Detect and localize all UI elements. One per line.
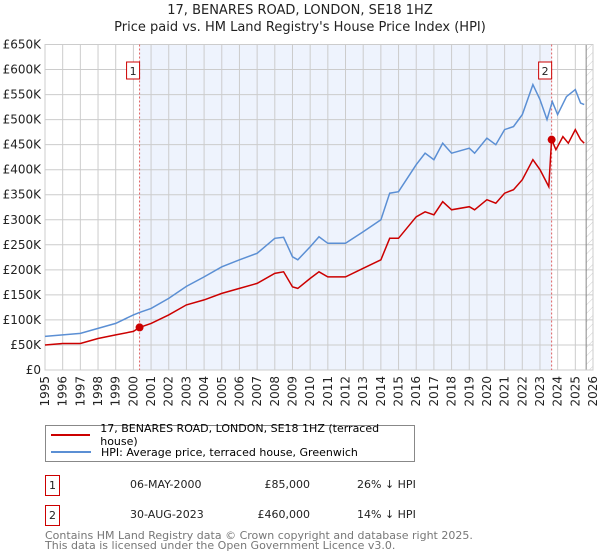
x-tick-label: 2011 <box>321 376 335 407</box>
y-tick-label: £550K <box>3 88 43 102</box>
y-tick-label: £250K <box>3 238 43 252</box>
y-tick-label: £400K <box>3 163 43 177</box>
property-price-line <box>44 127 585 346</box>
legend-label-property: 17, BENARES ROAD, LONDON, SE18 1HZ (terr… <box>100 422 380 448</box>
x-tick-label: 2019 <box>462 376 476 407</box>
x-tick-label: 2021 <box>498 376 512 407</box>
y-tick-label: £100K <box>3 313 43 327</box>
y-tick-label: £0 <box>26 363 41 377</box>
sale-annotation-box <box>126 61 141 80</box>
chart-subtitle: Price paid vs. HM Land Registry's House … <box>114 20 486 35</box>
x-tick-label: 2007 <box>250 376 264 407</box>
x-tick-label: 2000 <box>126 376 140 407</box>
footer-line-1: Contains HM Land Registry data © Crown c… <box>45 529 473 542</box>
x-tick-label: 1999 <box>109 376 123 407</box>
y-tick-label: £150K <box>3 288 43 302</box>
x-tick-label: 2020 <box>480 376 494 407</box>
x-tick-label: 2017 <box>427 376 441 407</box>
legend-swatch-blue <box>51 451 91 453</box>
x-tick-label: 2015 <box>392 376 406 407</box>
legend: 17, BENARES ROAD, LONDON, SE18 1HZ (terr… <box>45 422 415 462</box>
hpi-line <box>44 82 585 338</box>
legend-item-property: 17, BENARES ROAD, LONDON, SE18 1HZ (terr… <box>51 422 414 448</box>
y-tick-label: £450K <box>3 138 43 152</box>
x-tick-label: 2024 <box>551 376 565 407</box>
x-tick-label: 2012 <box>339 376 353 407</box>
x-tick-label: 2005 <box>215 376 229 407</box>
price-chart: £0 £50K £100K £150K £200K £250K £300K £350K £400… <box>3 38 600 407</box>
x-tick-label: 2002 <box>162 376 176 407</box>
sale-marker-badge: 1 <box>45 475 60 496</box>
x-tick-label: 2016 <box>409 376 423 407</box>
y-tick-label: £500K <box>3 113 43 127</box>
x-tick-label: 2025 <box>568 376 582 407</box>
x-tick-label: 2001 <box>144 376 158 407</box>
x-tick-label: 1997 <box>73 376 87 407</box>
legend-item-hpi: HPI: Average price, terraced house, Gree… <box>51 444 358 460</box>
x-tick-label: 1996 <box>56 376 70 407</box>
x-tick-label: 2008 <box>268 376 282 407</box>
sale-annotation-label: 2 <box>542 65 549 78</box>
no-data-hatch <box>586 44 593 370</box>
x-tick-label: 1998 <box>91 376 105 407</box>
sale-hpi-diff: 14% ↓ HPI <box>357 508 416 521</box>
x-tick-label: 1995 <box>38 376 52 407</box>
y-tick-label: £200K <box>3 263 43 277</box>
x-tick-label: 2013 <box>356 376 370 407</box>
footer: Contains HM Land Registry data © Crown c… <box>45 529 473 552</box>
sale-annotation-label: 1 <box>130 65 137 78</box>
x-tick-label: 2006 <box>232 376 246 407</box>
y-tick-label: £650K <box>3 38 43 52</box>
sale-row-1: 1 06-MAY-2000 £85,000 26% ↓ HPI <box>45 475 445 496</box>
sale-point <box>135 323 144 332</box>
sale-date: 30-AUG-2023 <box>130 508 204 521</box>
footer-line-2: This data is licensed under the Open Gov… <box>45 539 396 552</box>
sale-price: £460,000 <box>257 508 311 521</box>
sale-point <box>547 135 556 144</box>
chart-title: 17, BENARES ROAD, LONDON, SE18 1HZ <box>167 3 433 18</box>
sale-hpi-diff: 26% ↓ HPI <box>357 478 416 491</box>
x-tick-label: 2014 <box>374 376 388 407</box>
x-tick-label: 2010 <box>303 376 317 407</box>
y-tick-label: £300K <box>3 213 43 227</box>
legend-swatch-red <box>51 434 91 436</box>
y-tick-label: £50K <box>10 338 42 352</box>
plot-frame <box>44 44 594 371</box>
x-tick-label: 2022 <box>515 376 529 407</box>
sale-price: £85,000 <box>264 478 311 491</box>
sale-row-2: 2 30-AUG-2023 £460,000 14% ↓ HPI <box>45 505 445 526</box>
x-tick-label: 2009 <box>285 376 299 407</box>
sale-annotation-box <box>538 61 553 80</box>
y-tick-label: £600K <box>3 63 43 77</box>
y-tick-label: £350K <box>3 188 43 202</box>
x-tick-label: 2003 <box>179 376 193 407</box>
x-tick-label: 2004 <box>197 376 211 407</box>
legend-label-hpi: HPI: Average price, terraced house, Gree… <box>101 445 358 459</box>
x-tick-label: 2026 <box>586 376 600 407</box>
sale-marker-badge: 2 <box>45 505 60 526</box>
sale-date: 06-MAY-2000 <box>130 478 202 491</box>
x-tick-label: 2018 <box>445 376 459 407</box>
x-tick-label: 2023 <box>533 376 547 407</box>
